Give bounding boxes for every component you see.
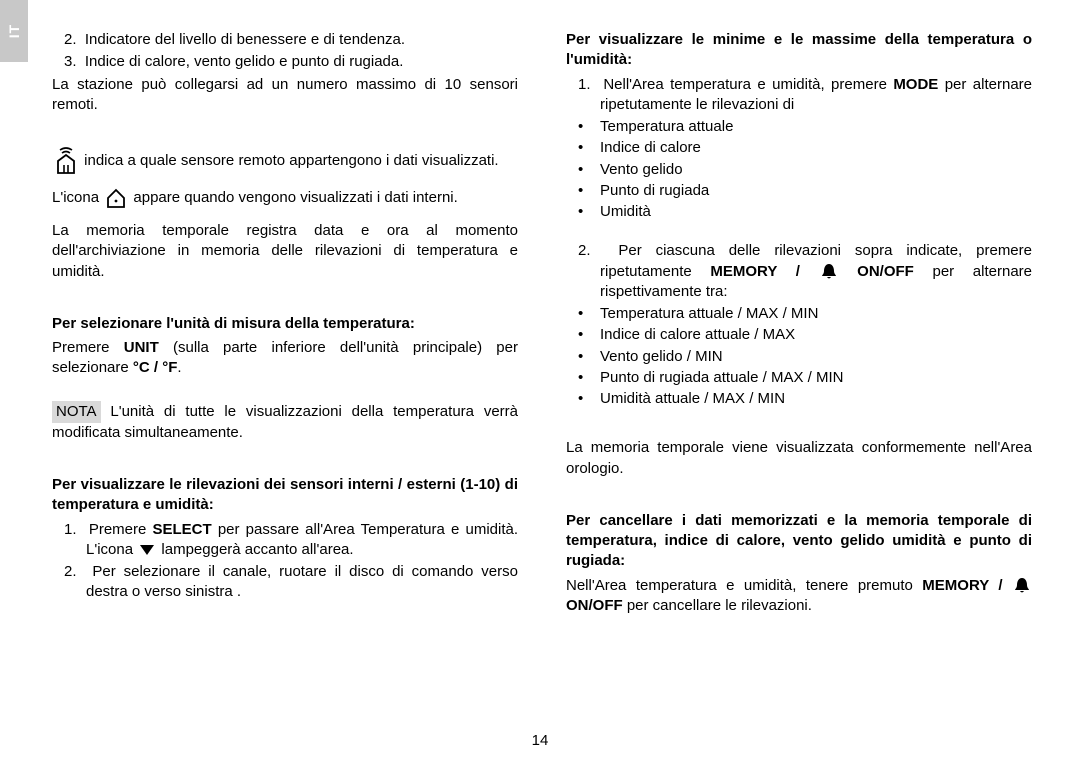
- list-item: Punto di rugiada: [566, 181, 1032, 201]
- list-item: 2. Per selezionare il canale, ruotare il…: [52, 562, 518, 603]
- para: La memoria temporale viene visualizzata …: [566, 438, 1032, 479]
- text: lampeggerà accanto all'area.: [157, 541, 353, 558]
- list-item: 1. Nell'Area temperatura e umidità, prem…: [566, 75, 1032, 116]
- text: Indicatore del livello di benessere e di…: [85, 31, 405, 48]
- text: L'unità di tutte le visualizzazioni dell…: [52, 403, 518, 441]
- num: 1.: [64, 521, 77, 538]
- list-item: Vento gelido: [566, 160, 1032, 180]
- text: Nell'Area temperatura e umidità, tenere …: [566, 577, 922, 594]
- list-item: 2. Per ciascuna delle rilevazioni sopra …: [566, 241, 1032, 302]
- column-left: 2. Indicatore del livello di benessere e…: [52, 30, 518, 620]
- num: 2.: [64, 563, 77, 580]
- list-item: Vento gelido / MIN: [566, 347, 1032, 367]
- remote-sensor-icon: [54, 147, 78, 175]
- num: 3.: [64, 53, 77, 70]
- para: La stazione può collegarsi ad un numero …: [52, 75, 518, 116]
- heading-minmax: Per visualizzare le minime e le massime …: [566, 30, 1032, 71]
- bold: °C / °F: [133, 359, 178, 376]
- bold: MEMORY /: [710, 263, 818, 280]
- bullets-2: Temperatura attuale / MAX / MIN Indice d…: [566, 304, 1032, 409]
- heading-unit: Per selezionare l'unità di misura della …: [52, 314, 518, 334]
- list-item: Punto di rugiada attuale / MAX / MIN: [566, 368, 1032, 388]
- triangle-down-icon: [139, 544, 155, 556]
- list-item: 1. Premere SELECT per passare all'Area T…: [52, 520, 518, 561]
- num: 2.: [578, 242, 591, 259]
- side-tab-label: IT: [6, 24, 22, 38]
- list-item: Indice di calore attuale / MAX: [566, 325, 1032, 345]
- list-sensors: 1. Premere SELECT per passare all'Area T…: [52, 520, 518, 603]
- list-item: Indice di calore: [566, 138, 1032, 158]
- list-item: Umidità: [566, 202, 1032, 222]
- para-sensor-icon: indica a quale sensore remoto appartengo…: [52, 147, 518, 175]
- num: 1.: [578, 76, 591, 93]
- bold: MODE: [893, 76, 938, 93]
- para: La memoria temporale registra data e ora…: [52, 221, 518, 282]
- text: Premere: [52, 339, 124, 356]
- nota-label: NOTA: [52, 401, 101, 423]
- para-unit: Premere UNIT (sulla parte inferiore dell…: [52, 338, 518, 379]
- para-cancel: Nell'Area temperatura e umidità, tenere …: [566, 576, 1032, 617]
- home-icon: [105, 187, 127, 209]
- text: indica a quale sensore remoto appartengo…: [80, 152, 499, 169]
- column-right: Per visualizzare le minime e le massime …: [566, 30, 1032, 620]
- list-item: 3. Indice di calore, vento gelido e punt…: [52, 52, 518, 72]
- list-top: 2. Indicatore del livello di benessere e…: [52, 30, 518, 73]
- bullets-1: Temperatura attuale Indice di calore Ven…: [566, 117, 1032, 222]
- para-home-icon: L'icona appare quando vengono visualizza…: [52, 187, 518, 209]
- list-item: 2. Indicatore del livello di benessere e…: [52, 30, 518, 50]
- text: Indice di calore, vento gelido e punto d…: [85, 53, 404, 70]
- page-number: 14: [0, 732, 1080, 749]
- text: Nell'Area temperatura e umidità, premere: [603, 76, 893, 93]
- bell-icon: [821, 263, 837, 281]
- list-item: Temperatura attuale / MAX / MIN: [566, 304, 1032, 324]
- text: per cancellare le rilevazioni.: [623, 597, 812, 614]
- list-item: Temperatura attuale: [566, 117, 1032, 137]
- heading-sensors: Per visualizzare le rilevazioni dei sens…: [52, 475, 518, 516]
- bold: SELECT: [153, 521, 212, 538]
- text: L'icona: [52, 189, 103, 206]
- bold: ON/OFF: [839, 263, 914, 280]
- heading-cancel: Per cancellare i dati memorizzati e la m…: [566, 511, 1032, 572]
- bold: ON/OFF: [566, 597, 623, 614]
- num: 2.: [64, 31, 77, 48]
- text: Premere: [89, 521, 153, 538]
- list-mm1: 1. Nell'Area temperatura e umidità, prem…: [566, 75, 1032, 116]
- text: Per selezionare il canale, ruotare il di…: [86, 563, 518, 600]
- side-tab: IT: [0, 0, 28, 62]
- page-body: 2. Indicatore del livello di benessere e…: [52, 30, 1032, 620]
- nota: NOTA L'unità di tutte le visualizzazioni…: [52, 401, 518, 444]
- bold: UNIT: [124, 339, 159, 356]
- list-mm2: 2. Per ciascuna delle rilevazioni sopra …: [566, 241, 1032, 302]
- bell-icon: [1014, 577, 1030, 595]
- bold: MEMORY /: [922, 577, 1012, 594]
- list-item: Umidità attuale / MAX / MIN: [566, 389, 1032, 409]
- text: appare quando vengono visualizzati i dat…: [129, 189, 458, 206]
- text: .: [177, 359, 181, 376]
